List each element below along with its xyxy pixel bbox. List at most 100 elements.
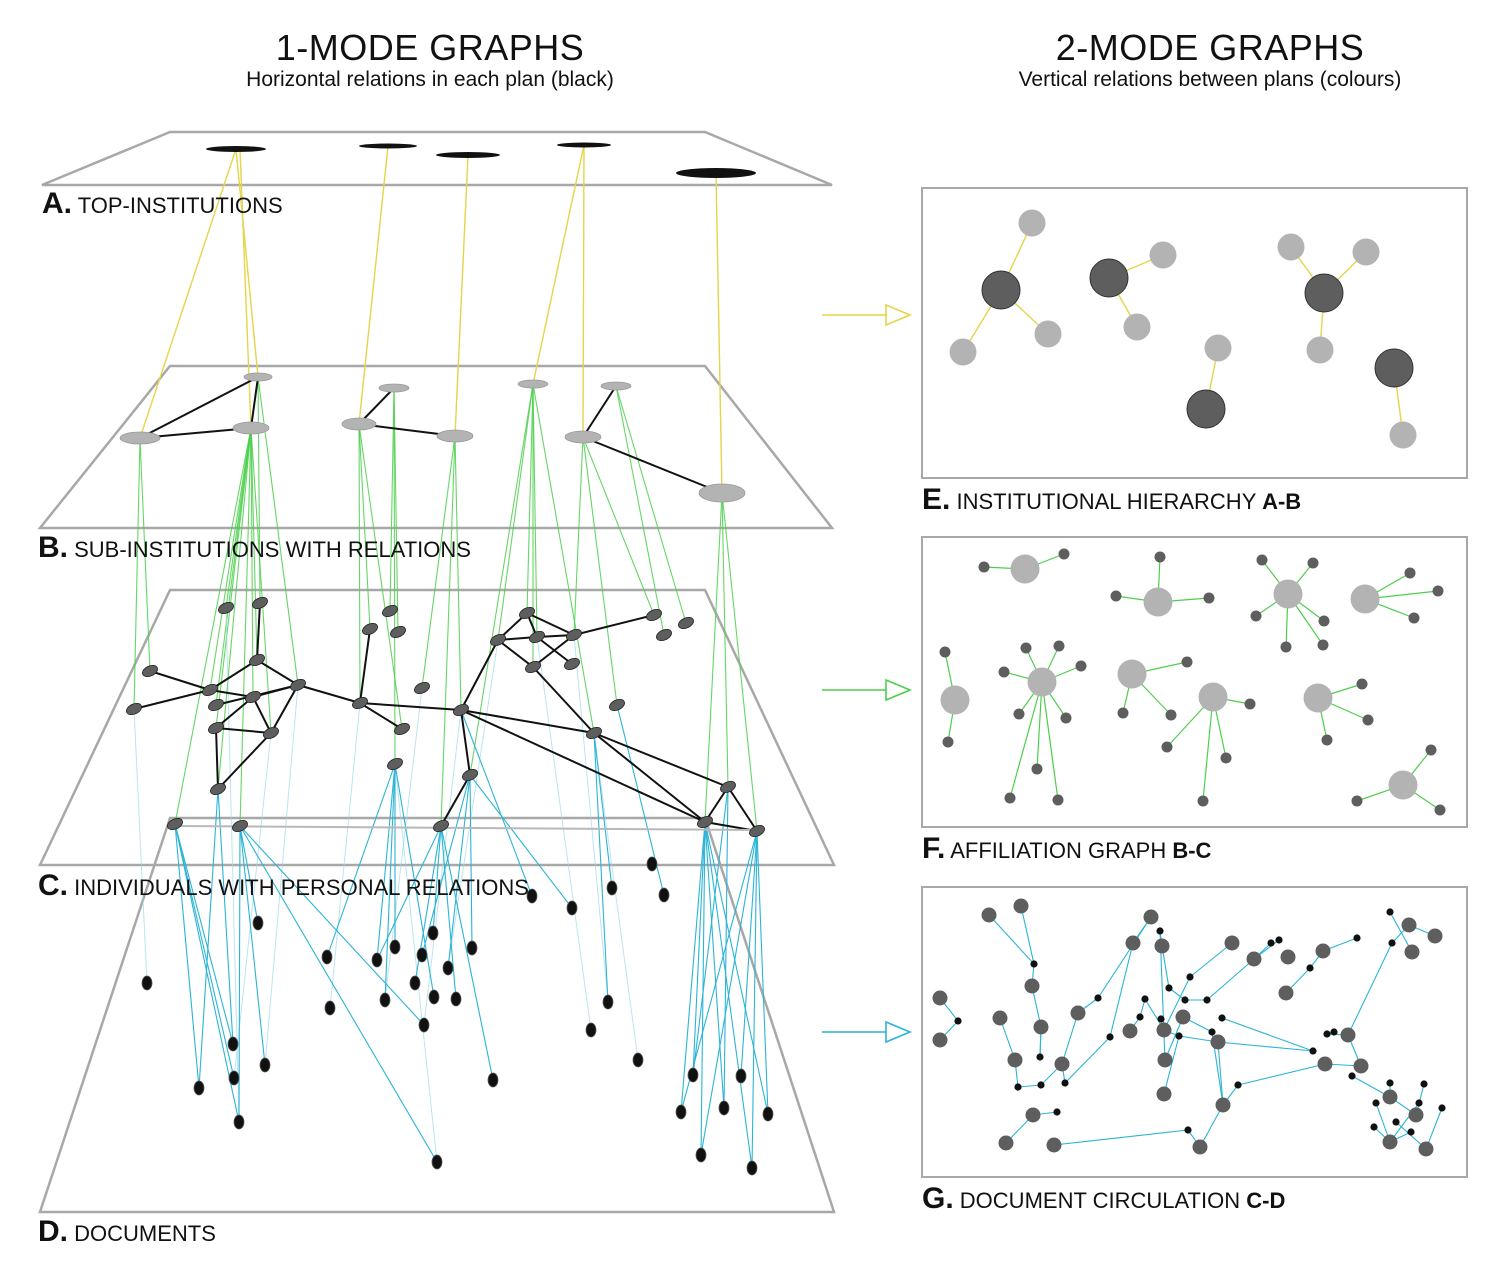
- affiliation-link: [1009, 681, 1043, 799]
- document-node: [1036, 1053, 1044, 1061]
- individual-node: [1418, 1141, 1434, 1157]
- panel-arrow: [822, 678, 913, 702]
- circulation-link: [1053, 1129, 1189, 1146]
- affiliation-link: [239, 427, 252, 827]
- circulation-link: [756, 830, 769, 1115]
- layer-nodes: [119, 142, 774, 1176]
- individual-node: [942, 736, 954, 748]
- circulation-link: [1237, 1063, 1326, 1086]
- affiliation-link: [250, 427, 272, 734]
- circulation-link: [469, 774, 573, 909]
- circulation-link: [1217, 1041, 1314, 1052]
- individual-node: [1280, 949, 1296, 965]
- relation-line: [532, 634, 575, 668]
- relation-line: [582, 385, 617, 438]
- individual-node: [1154, 551, 1166, 563]
- relation-line: [573, 614, 655, 636]
- individual-node: [1161, 741, 1173, 753]
- individual-node: [932, 990, 948, 1006]
- affiliation-link: [582, 436, 655, 616]
- document-node: [233, 1114, 245, 1130]
- individual-node: [1181, 656, 1193, 668]
- individual-node: [245, 690, 261, 704]
- circulation-link: [1164, 1016, 1184, 1061]
- circulation-link: [1017, 1084, 1042, 1088]
- sub-institution-node: [1018, 209, 1046, 237]
- affiliation-link: [582, 436, 618, 706]
- individual-node: [939, 646, 951, 658]
- individual-node: [387, 757, 403, 771]
- circulation-link: [680, 821, 706, 1113]
- affiliation-link: [358, 423, 371, 630]
- document-node: [227, 1036, 239, 1052]
- plane-c: [38, 588, 836, 867]
- document-node: [1330, 1028, 1338, 1036]
- individual-node: [749, 824, 765, 838]
- affiliation-link: [174, 427, 252, 825]
- document-node: [1157, 1015, 1165, 1023]
- institutional-link: [532, 144, 585, 385]
- affiliation-link: [573, 436, 584, 636]
- document-node: [675, 1104, 687, 1120]
- circulation-link: [1020, 905, 1035, 965]
- individual-node: [1432, 585, 1444, 597]
- plane-letter-a: A.: [42, 187, 72, 220]
- sub-institution-node: [1149, 241, 1177, 269]
- document-node: [418, 1017, 430, 1033]
- affiliation-link: [497, 383, 534, 641]
- circulation-link: [704, 821, 725, 1109]
- affiliation-link: [469, 383, 534, 776]
- document-node: [1353, 934, 1361, 942]
- plane-text-a: TOP-INSTITUTIONS: [77, 193, 283, 218]
- circulation-link: [198, 788, 219, 1089]
- individual-node: [1117, 707, 1129, 719]
- document-node: [1372, 1099, 1380, 1107]
- individual-node: [462, 768, 478, 782]
- individual-node: [1013, 708, 1025, 720]
- relation-line: [256, 659, 299, 686]
- document-node: [1181, 996, 1189, 1004]
- document-node: [466, 940, 478, 956]
- individual-node: [978, 561, 990, 573]
- individual-node: [1215, 1097, 1231, 1113]
- individual-node: [1053, 640, 1065, 652]
- faint-link: [447, 639, 499, 969]
- individual-node: [1382, 1134, 1398, 1150]
- relation-line: [133, 689, 211, 710]
- document-node: [1030, 960, 1038, 968]
- relation-line: [532, 666, 595, 734]
- one-mode-title: 1-MODE GRAPHS: [275, 27, 585, 68]
- circulation-link: [1199, 1104, 1224, 1148]
- circulation-link: [700, 830, 758, 1156]
- individual-node: [566, 628, 582, 642]
- plane-a: [41, 130, 833, 187]
- individual-node: [1362, 714, 1374, 726]
- document-node: [735, 1068, 747, 1084]
- sub-institution-node: [341, 417, 377, 431]
- relation-line: [727, 786, 758, 832]
- individual-node: [1024, 978, 1040, 994]
- panel-text-e: INSTITUTIONAL HIERARCHY: [956, 489, 1256, 514]
- affiliation-link: [139, 437, 151, 672]
- document-node: [1348, 1072, 1356, 1080]
- plane-label-a: A. TOP-INSTITUTIONS: [42, 187, 283, 220]
- individual-node: [1404, 567, 1416, 579]
- individual-node: [1156, 1086, 1172, 1102]
- document-node: [1203, 996, 1211, 1004]
- individual-node: [1154, 938, 1170, 954]
- individual-node: [1020, 642, 1032, 654]
- affiliation-link: [440, 435, 456, 827]
- sub-institution-node: [1204, 334, 1232, 362]
- sub-institution-node: [517, 379, 549, 389]
- faint-link: [394, 763, 438, 1163]
- document-node: [1106, 1033, 1114, 1041]
- individual-node: [1434, 804, 1446, 816]
- sub-institution-node: [698, 483, 746, 503]
- document-node: [228, 1070, 240, 1086]
- individual-node: [1280, 641, 1292, 653]
- affiliation-link: [615, 385, 687, 624]
- top-institution-node: [557, 142, 611, 148]
- panel-text-f: AFFILIATION GRAPH: [950, 838, 1167, 863]
- panel-code-e: A-B: [1262, 489, 1302, 514]
